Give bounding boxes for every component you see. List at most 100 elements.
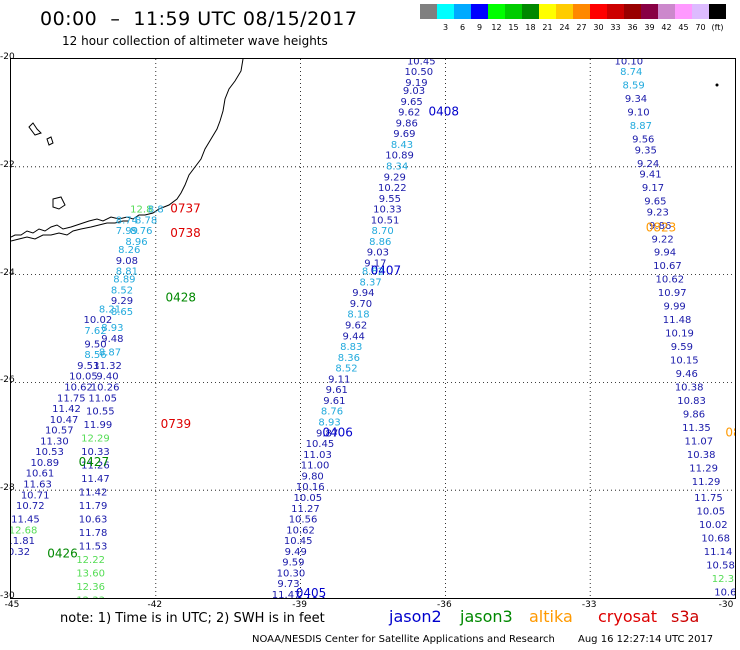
wave-height-reading: 12.29 — [81, 434, 110, 445]
colorbar-cell — [454, 4, 471, 19]
wave-height-reading: 12.36 — [76, 582, 105, 593]
wave-height-reading: 8.18 — [347, 310, 369, 321]
wave-height-reading: 8.81 — [116, 267, 138, 278]
longitude-tick-label: -36 — [437, 600, 452, 610]
legend-item-cryosat: cryosat — [598, 607, 658, 626]
wave-height-reading: 11.48 — [663, 315, 692, 326]
wave-height-reading: 9.08 — [116, 256, 138, 267]
wave-height-reading: 9.86 — [396, 118, 418, 129]
wave-height-reading: 8.93 — [101, 323, 123, 334]
wave-height-reading: 9.34 — [625, 94, 647, 105]
longitude-tick-label: -33 — [581, 600, 597, 610]
wave-height-reading: 10.45 — [407, 59, 436, 67]
wave-height-reading: 12.33 — [76, 595, 105, 598]
wave-height-reading: 11.35 — [682, 423, 711, 434]
wave-height-reading: 10.30 — [277, 568, 306, 579]
wave-height-reading: 10.50 — [405, 67, 434, 78]
wave-height-reading: 10.67 — [653, 261, 682, 272]
island — [28, 122, 42, 136]
note-text: note: 1) Time is in UTC; 2) SWH is in fe… — [60, 611, 325, 626]
wave-height-reading: 9.73 — [277, 579, 299, 590]
wave-height-reading: 9.17 — [642, 183, 664, 194]
wave-height-reading: 11.63 — [23, 480, 52, 491]
wave-height-reading: 9.49 — [285, 547, 307, 558]
wave-height-reading: 10.71 — [21, 490, 50, 501]
colorbar-cell — [641, 4, 658, 19]
wave-height-reading: 8.59 — [623, 81, 645, 92]
wave-height-reading: 9.03 — [403, 86, 425, 97]
wave-height-reading: 10.51 — [371, 215, 400, 226]
colorbar-cell — [607, 4, 624, 19]
wave-height-reading: 8.36 — [338, 353, 360, 364]
wave-height-reading: 11.75 — [694, 493, 723, 504]
legend-item-jason2: jason2 — [389, 607, 442, 626]
map-canvas: 10.4510.509.199.039.659.629.869.698.4310… — [2, 56, 740, 609]
credit-text: NOAA/NESDIS Center for Satellite Applica… — [252, 634, 555, 645]
wave-height-reading: 9.94 — [654, 248, 676, 259]
wave-height-reading: 8.8 — [148, 205, 164, 216]
wave-height-reading: 10.68 — [701, 533, 730, 544]
wave-height-reading: 10.02 — [699, 520, 728, 531]
pass-time-label: 0404 — [296, 595, 327, 598]
wave-height-reading: 10.38 — [675, 382, 704, 393]
wave-height-reading: 10.57 — [45, 426, 74, 437]
wave-height-reading: 11.05 — [88, 393, 117, 404]
wave-height-reading: 9.46 — [676, 369, 698, 380]
pass-time-label: 0408 — [429, 105, 460, 119]
longitude-tick-label: -30 — [718, 600, 734, 610]
wave-height-reading: 8.86 — [369, 237, 391, 248]
colorbar-cell — [420, 4, 437, 19]
pass-time-label: 0426 — [47, 547, 78, 561]
wave-height-reading: 10.62 — [656, 275, 685, 286]
wave-height-reading: 10.26 — [91, 382, 120, 393]
wave-height-reading: 8.37 — [359, 277, 381, 288]
wave-height-reading: 11.26 — [81, 461, 110, 472]
wave-height-reading: 9.70 — [350, 299, 372, 310]
wave-height-reading: 11.14 — [704, 547, 733, 558]
pass-time-label: 0428 — [165, 291, 196, 305]
wave-height-reading: 8.76 — [321, 407, 343, 418]
colorbar-label: 42 — [661, 23, 672, 32]
wave-height-reading: 9.86 — [649, 221, 671, 232]
wave-height-reading: 10.55 — [86, 407, 115, 418]
wave-height-reading: 8.93 — [318, 418, 340, 429]
wave-height-reading: 8.82 — [362, 267, 384, 278]
wave-height-reading: 9.22 — [651, 234, 673, 245]
wave-height-reading: 11.79 — [79, 501, 108, 512]
colorbar-label: 3 — [442, 23, 449, 32]
colorbar-cell — [556, 4, 573, 19]
longitude-tick-label: -45 — [4, 600, 20, 610]
wave-height-reading: 10.33 — [81, 447, 110, 458]
wave-height-reading: 11.47 — [81, 474, 110, 485]
wave-height-reading: 10.16 — [296, 482, 325, 493]
wave-height-reading: 10.89 — [385, 151, 414, 162]
colorbar-cell — [471, 4, 488, 19]
colorbar-cell — [675, 4, 692, 19]
wave-height-reading: 10.15 — [670, 356, 699, 367]
timestamp-text: Aug 16 12:27:14 UTC 2017 — [578, 634, 714, 645]
colorbar-cell — [505, 4, 522, 19]
wave-height-reading: 12.3 — [712, 574, 734, 585]
lake — [52, 196, 66, 210]
colorbar-cell — [437, 4, 454, 19]
pass-time-label: 0823 — [646, 220, 677, 234]
legend-item-s3a: s3a — [671, 607, 700, 626]
wave-height-reading: 10.72 — [16, 501, 45, 512]
wave-height-reading: 9.50 — [84, 339, 106, 350]
wave-height-reading: 11.30 — [40, 436, 69, 447]
wave-height-reading: 9.94 — [352, 288, 374, 299]
wave-height-reading: 11.47 — [272, 590, 301, 598]
wave-height-reading: 8.34 — [386, 161, 408, 172]
wave-height-reading: 10.45 — [284, 536, 313, 547]
wave-height-reading: 9.62 — [345, 321, 367, 332]
island-small — [46, 136, 54, 146]
wave-height-reading: 9.17 — [364, 259, 386, 270]
latitude-tick-label: -20 — [0, 52, 15, 62]
wave-height-reading: 11.07 — [684, 436, 713, 447]
wave-height-reading: 10.05 — [294, 493, 323, 504]
wave-height-reading: 11.29 — [692, 477, 721, 488]
pass-time-label: 0407 — [371, 264, 402, 278]
wave-height-reading: 9.03 — [367, 248, 389, 259]
colorbar-label: 27 — [576, 23, 587, 32]
coastline — [10, 58, 244, 238]
